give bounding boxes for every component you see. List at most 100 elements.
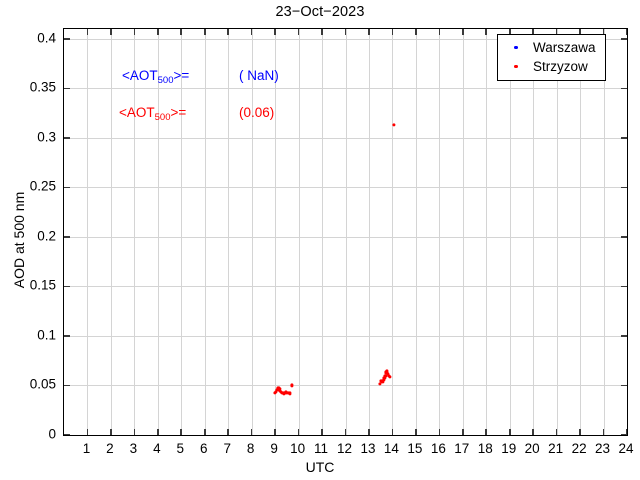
y-axis-tick <box>64 87 70 90</box>
x-axis-tick <box>579 429 581 435</box>
y-axis-tick-label: 0.15 <box>29 277 56 293</box>
data-point-strzyzow <box>388 375 392 379</box>
x-axis-tick <box>203 429 206 435</box>
gridline-vertical <box>110 29 112 435</box>
x-axis-tick-label: 19 <box>501 441 517 456</box>
y-axis-tick <box>621 285 627 288</box>
y-axis-title: AOD at 500 nm <box>11 191 27 289</box>
gridline-vertical <box>228 29 230 435</box>
x-axis-tick <box>250 429 253 435</box>
x-axis-tick <box>110 29 112 35</box>
x-axis-tick-label: 15 <box>407 441 423 456</box>
x-axis-tick <box>368 429 370 435</box>
annotation-strzyzow-value: (0.06) <box>239 105 275 120</box>
gridline-vertical <box>181 29 183 435</box>
data-point-strzyzow <box>275 388 280 392</box>
x-axis-tick <box>157 429 159 435</box>
x-axis-tick <box>321 29 323 35</box>
y-axis-tick <box>64 137 70 139</box>
x-axis-tick-label: 20 <box>524 441 540 456</box>
x-axis-tick <box>626 429 627 435</box>
x-axis-tick-label: 22 <box>571 441 587 456</box>
x-axis-tick <box>86 29 89 35</box>
x-axis-tick-label: 2 <box>106 441 114 456</box>
legend-label-warszawa: Warszawa <box>533 40 596 55</box>
gridline-vertical <box>368 29 370 435</box>
x-axis-tick-label: 12 <box>336 441 353 456</box>
x-axis-tick-label: 9 <box>270 441 278 456</box>
x-axis-tick-label: 10 <box>290 441 306 456</box>
data-point-strzyzow <box>385 369 389 373</box>
gridline-vertical <box>486 29 488 435</box>
x-axis-tick <box>110 429 112 435</box>
x-axis-tick-label: 16 <box>430 441 446 456</box>
gridline-vertical <box>415 29 417 435</box>
gridline-horizontal <box>64 187 627 189</box>
y-axis-tick <box>64 38 70 40</box>
gridline-vertical <box>134 29 136 435</box>
y-axis-tick <box>64 236 70 238</box>
x-axis-tick <box>157 29 159 35</box>
x-axis-tick <box>297 429 300 435</box>
y-axis-tick <box>64 186 70 189</box>
x-axis-tick <box>602 29 605 35</box>
legend-item-strzyzow[interactable]: Strzyzow <box>503 57 596 76</box>
data-point-strzyzow <box>378 381 382 386</box>
x-axis-tick <box>555 429 558 435</box>
y-axis-tick <box>64 285 70 288</box>
x-axis-tick <box>485 29 488 35</box>
x-axis-tick-label: 13 <box>360 441 376 456</box>
x-axis-tick <box>297 29 300 35</box>
gridline-horizontal <box>64 137 627 139</box>
data-point-strzyzow <box>290 383 294 388</box>
gridline-vertical <box>392 29 394 435</box>
y-axis-tick <box>621 236 627 238</box>
data-point-strzyzow <box>273 391 277 395</box>
gridline-vertical <box>204 29 206 435</box>
legend-item-warszawa[interactable]: Warszawa <box>503 38 596 57</box>
data-point-strzyzow <box>383 373 387 378</box>
x-axis-title: UTC <box>305 459 335 475</box>
x-axis-tick-label: 4 <box>153 441 161 456</box>
x-axis-tick <box>227 29 229 35</box>
x-axis-tick <box>602 429 605 435</box>
y-axis-tick <box>64 335 70 337</box>
gridline-vertical <box>556 29 558 435</box>
gridline-vertical <box>298 29 300 435</box>
y-axis-tick-label: 0.05 <box>29 376 56 392</box>
x-axis-tick <box>86 429 89 435</box>
annotation-warszawa-value: ( NaN) <box>239 68 279 83</box>
legend-label-strzyzow: Strzyzow <box>533 59 588 74</box>
x-axis-tick <box>438 29 441 35</box>
x-axis-tick <box>532 429 534 435</box>
x-axis-tick-label: 17 <box>454 441 470 456</box>
x-axis-tick-label: 3 <box>129 441 138 456</box>
gridline-vertical <box>580 29 582 435</box>
x-axis-tick <box>461 29 464 35</box>
data-point-strzyzow <box>288 391 292 395</box>
data-point-strzyzow <box>380 380 384 384</box>
gridline-horizontal <box>64 38 627 40</box>
y-axis-tick <box>64 384 70 387</box>
gridline-vertical <box>533 29 535 435</box>
gridline-vertical <box>275 29 277 435</box>
gridline-horizontal <box>64 236 627 238</box>
x-axis-tick-label: 24 <box>618 441 634 456</box>
x-axis-tick-label: 1 <box>82 441 91 456</box>
y-axis-tick-label: 0 <box>48 426 56 442</box>
y-axis-tick-label: 0.1 <box>37 327 56 343</box>
data-point-strzyzow <box>391 123 396 127</box>
annotation-warszawa-label: <AOT500>= <box>122 68 190 86</box>
plot-area: <AOT500>= ( NaN) <AOT500>= (0.06) <box>63 28 628 436</box>
x-axis-tick <box>579 29 581 35</box>
x-axis-tick <box>438 429 441 435</box>
x-axis-tick <box>180 429 183 435</box>
gridline-vertical <box>345 29 347 435</box>
x-axis-tick <box>415 429 417 435</box>
x-axis-tick <box>532 29 534 35</box>
x-axis-tick-label: 5 <box>176 441 185 456</box>
x-axis-tick-label: 23 <box>595 441 611 456</box>
data-point-strzyzow <box>274 390 278 394</box>
x-axis-tick <box>344 29 347 35</box>
